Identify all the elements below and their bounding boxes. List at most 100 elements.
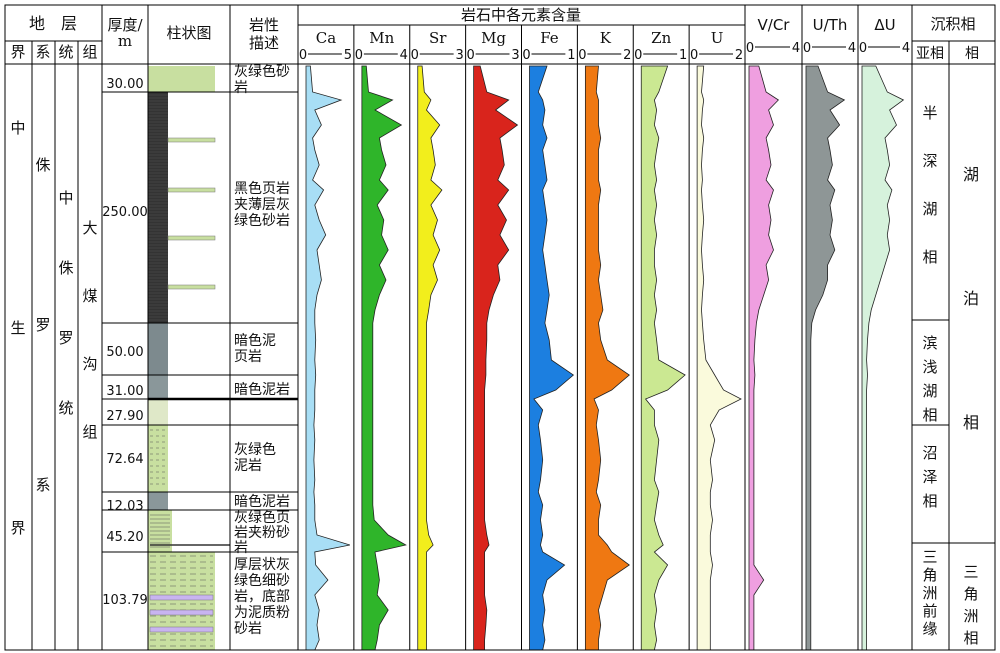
facies-label-char: 相 <box>963 413 979 432</box>
layer-thickness: 31.00 <box>106 384 143 399</box>
series-label-char: 中 <box>58 189 73 207</box>
stratum-header: 地 层 <box>29 14 77 33</box>
elements-title: 岩石中各元素含量 <box>461 6 581 24</box>
scale-min: 0 <box>411 48 419 63</box>
scale-min: 0 <box>522 48 530 63</box>
lithology-header: 岩性描述 <box>249 16 279 52</box>
lithology-text: 暗色泥岩 <box>234 493 290 510</box>
system-label-char: 系 <box>35 476 50 494</box>
layer-dark-mudshale <box>148 323 168 375</box>
thickness-header: 厚度/m <box>107 16 143 50</box>
scale-min: 0 <box>690 48 698 63</box>
scale-min: 0 <box>466 48 474 63</box>
subfacies-label-char: 浅 <box>922 358 937 376</box>
scale-max: 4 <box>848 41 856 56</box>
facies-label: 湖泊相 <box>963 165 979 432</box>
erathem-label-char: 中 <box>10 119 25 137</box>
layer-thickness: 72.64 <box>106 452 143 467</box>
subfacies-label-char: 相 <box>922 406 937 424</box>
subfacies-label-char: 滨 <box>922 334 937 352</box>
element-name-Ca: Ca <box>316 29 336 47</box>
lithology-text-line: 暗色泥岩 <box>234 381 290 398</box>
erathem-label-char: 界 <box>10 519 25 537</box>
subfacies-label-char: 角 <box>922 566 937 584</box>
element-name-Mg: Mg <box>481 29 506 47</box>
scale-max: 5 <box>344 48 352 63</box>
lithology-text-line: 黑色页岩 <box>234 180 290 197</box>
element-name-Sr: Sr <box>429 29 447 47</box>
system-label-char: 侏 <box>35 156 50 174</box>
facies-label-char: 泊 <box>963 289 979 308</box>
erathem-label: 中生界 <box>10 119 25 537</box>
unit-series-header: 统 <box>58 43 73 61</box>
system-label-char: 罗 <box>35 316 50 334</box>
layer-black-shale <box>148 92 168 323</box>
layer-thickness: 30.00 <box>106 77 143 92</box>
layer-thickness: 27.90 <box>106 409 143 424</box>
layer-dark-mudstone-2 <box>148 492 168 510</box>
lithology-text-line: 灰绿色砂 <box>234 63 290 80</box>
curve-Sr <box>417 65 443 651</box>
layer-sandstone-top <box>148 66 215 92</box>
lithology-text-line: 泥岩 <box>234 458 262 474</box>
element-name-Fe: Fe <box>540 29 559 47</box>
scale-max: 1 <box>567 48 575 63</box>
layer-thickness: 103.79 <box>102 593 148 608</box>
column-header: 柱状图 <box>166 24 211 42</box>
ratio-name: U/Th <box>813 16 848 34</box>
facies-label-char: 洲 <box>963 607 978 625</box>
lithology-text-line: 夹薄层灰 <box>234 197 290 213</box>
facies-label-char: 湖 <box>963 165 979 184</box>
curve-U <box>696 65 742 651</box>
scale-max: 1 <box>679 48 687 63</box>
header: 地 层 界 系 统 组 厚度/m 柱状图 岩性描述 岩石中各元素含量 沉积相 亚… <box>10 6 979 650</box>
lithologic-column <box>148 66 298 650</box>
formation-label-char: 煤 <box>82 287 97 305</box>
element-curves <box>305 65 905 651</box>
layer-dark-mudstone <box>148 375 168 399</box>
subfacies-header: 亚相 <box>916 46 944 62</box>
scale-max: 4 <box>902 41 910 56</box>
subfacies-label-char: 湖 <box>922 200 937 218</box>
body-text: 中生界侏罗系中侏罗统大煤沟组30.00250.0050.0031.0027.90… <box>10 63 979 647</box>
scale-min: 0 <box>803 41 811 56</box>
scale-max: 3 <box>511 48 519 63</box>
scale-max: 4 <box>792 41 800 56</box>
subfacies-label-char: 相 <box>922 492 937 510</box>
subfacies-label-char: 前 <box>922 602 937 620</box>
scale-max: 3 <box>455 48 463 63</box>
series-label-char: 罗 <box>58 329 73 347</box>
facies-label-char: 相 <box>963 629 978 647</box>
curve-K <box>584 65 630 651</box>
curve-Mn <box>361 65 407 651</box>
facies-header: 沉积相 <box>930 15 975 33</box>
lithology-text-line: 岩夹粉砂 <box>234 525 290 541</box>
subfacies-label-char: 半 <box>922 104 937 122</box>
curve-ratio <box>805 65 846 651</box>
lithology-text-line: 页岩 <box>234 349 262 365</box>
series-label-char: 统 <box>58 399 73 417</box>
lithology-text-line: 岩 <box>234 540 248 556</box>
subfacies-label: 沼泽相 <box>922 444 937 510</box>
lithology-text-line: 灰绿色页 <box>234 509 290 526</box>
scale-min: 0 <box>634 48 642 63</box>
layer-fine-sandstone <box>148 552 215 650</box>
unit-erathem-header: 界 <box>10 43 25 61</box>
lithology-text: 暗色泥岩 <box>234 381 290 398</box>
ratio-name: ΔU <box>874 16 895 34</box>
facies-label-char: 三 <box>963 563 978 581</box>
formation-label-char: 组 <box>82 423 97 441</box>
element-name-Mn: Mn <box>369 29 394 47</box>
lithology-text-line: 砂岩 <box>234 621 262 637</box>
lithology-text-line: 灰绿色 <box>234 441 276 458</box>
lithology-text-line: 厚层状灰 <box>234 557 290 573</box>
lithology-text-line: 绿色细砂 <box>234 572 290 589</box>
curve-Ca <box>305 65 351 651</box>
